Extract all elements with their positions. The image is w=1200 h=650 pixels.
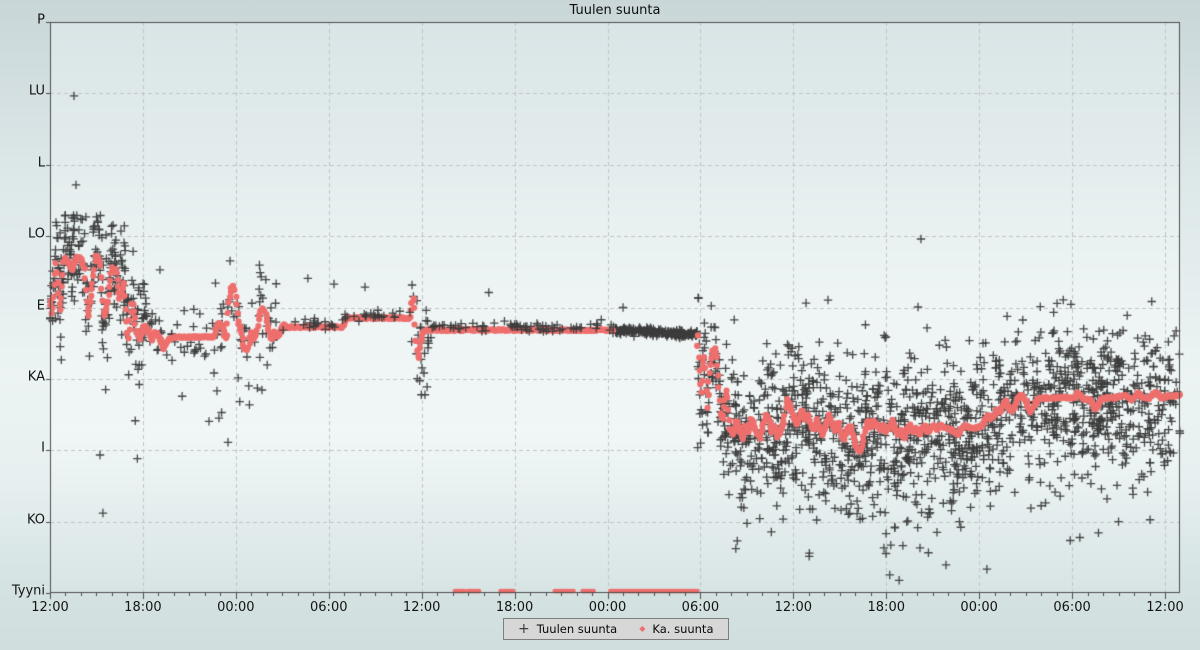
x-axis-label: 18:00 bbox=[124, 600, 162, 615]
y-axis-label-l: L bbox=[37, 155, 45, 171]
x-axis-label: 12:00 bbox=[1146, 600, 1184, 615]
x-axis-label: 18:00 bbox=[867, 600, 905, 615]
legend-label: Ka. suunta bbox=[652, 622, 714, 636]
y-axis-label-i: I bbox=[41, 440, 45, 456]
y-axis-label-tyyni: Tyyni bbox=[11, 583, 45, 599]
y-axis-label-ko: KO bbox=[26, 512, 45, 528]
y-axis-label-e: E bbox=[36, 298, 45, 313]
diamond-marker-icon: ◆ bbox=[639, 624, 646, 633]
x-axis-label: 06:00 bbox=[1053, 600, 1091, 615]
legend-label: Tuulen suunta bbox=[536, 622, 618, 636]
y-axis-label-ka: KA bbox=[27, 369, 45, 385]
x-axis-label: 00:00 bbox=[217, 600, 255, 615]
y-axis-label-lo: LO bbox=[27, 226, 45, 242]
legend-item-tuulen-suunta: + Tuulen suunta bbox=[518, 622, 617, 636]
y-axis-label-p: P bbox=[37, 12, 45, 28]
x-axis-label: 18:00 bbox=[495, 600, 534, 615]
chart-title: Tuulen suunta bbox=[569, 3, 661, 18]
legend-item-ka-suunta: ◆ Ka. suunta bbox=[639, 622, 713, 636]
plus-marker-icon: + bbox=[518, 621, 530, 637]
x-axis-label: 12:00 bbox=[774, 600, 813, 615]
x-axis-label: 12:00 bbox=[402, 600, 441, 615]
x-axis-label: 00:00 bbox=[588, 600, 627, 615]
x-axis-label: 06:00 bbox=[681, 600, 720, 615]
x-axis-label: 06:00 bbox=[310, 600, 348, 615]
y-axis-label-lu: LU bbox=[28, 83, 45, 99]
x-axis-label: 00:00 bbox=[960, 600, 998, 615]
x-axis-label: 12:00 bbox=[31, 600, 69, 615]
legend: + Tuulen suunta ◆ Ka. suunta bbox=[503, 618, 729, 640]
